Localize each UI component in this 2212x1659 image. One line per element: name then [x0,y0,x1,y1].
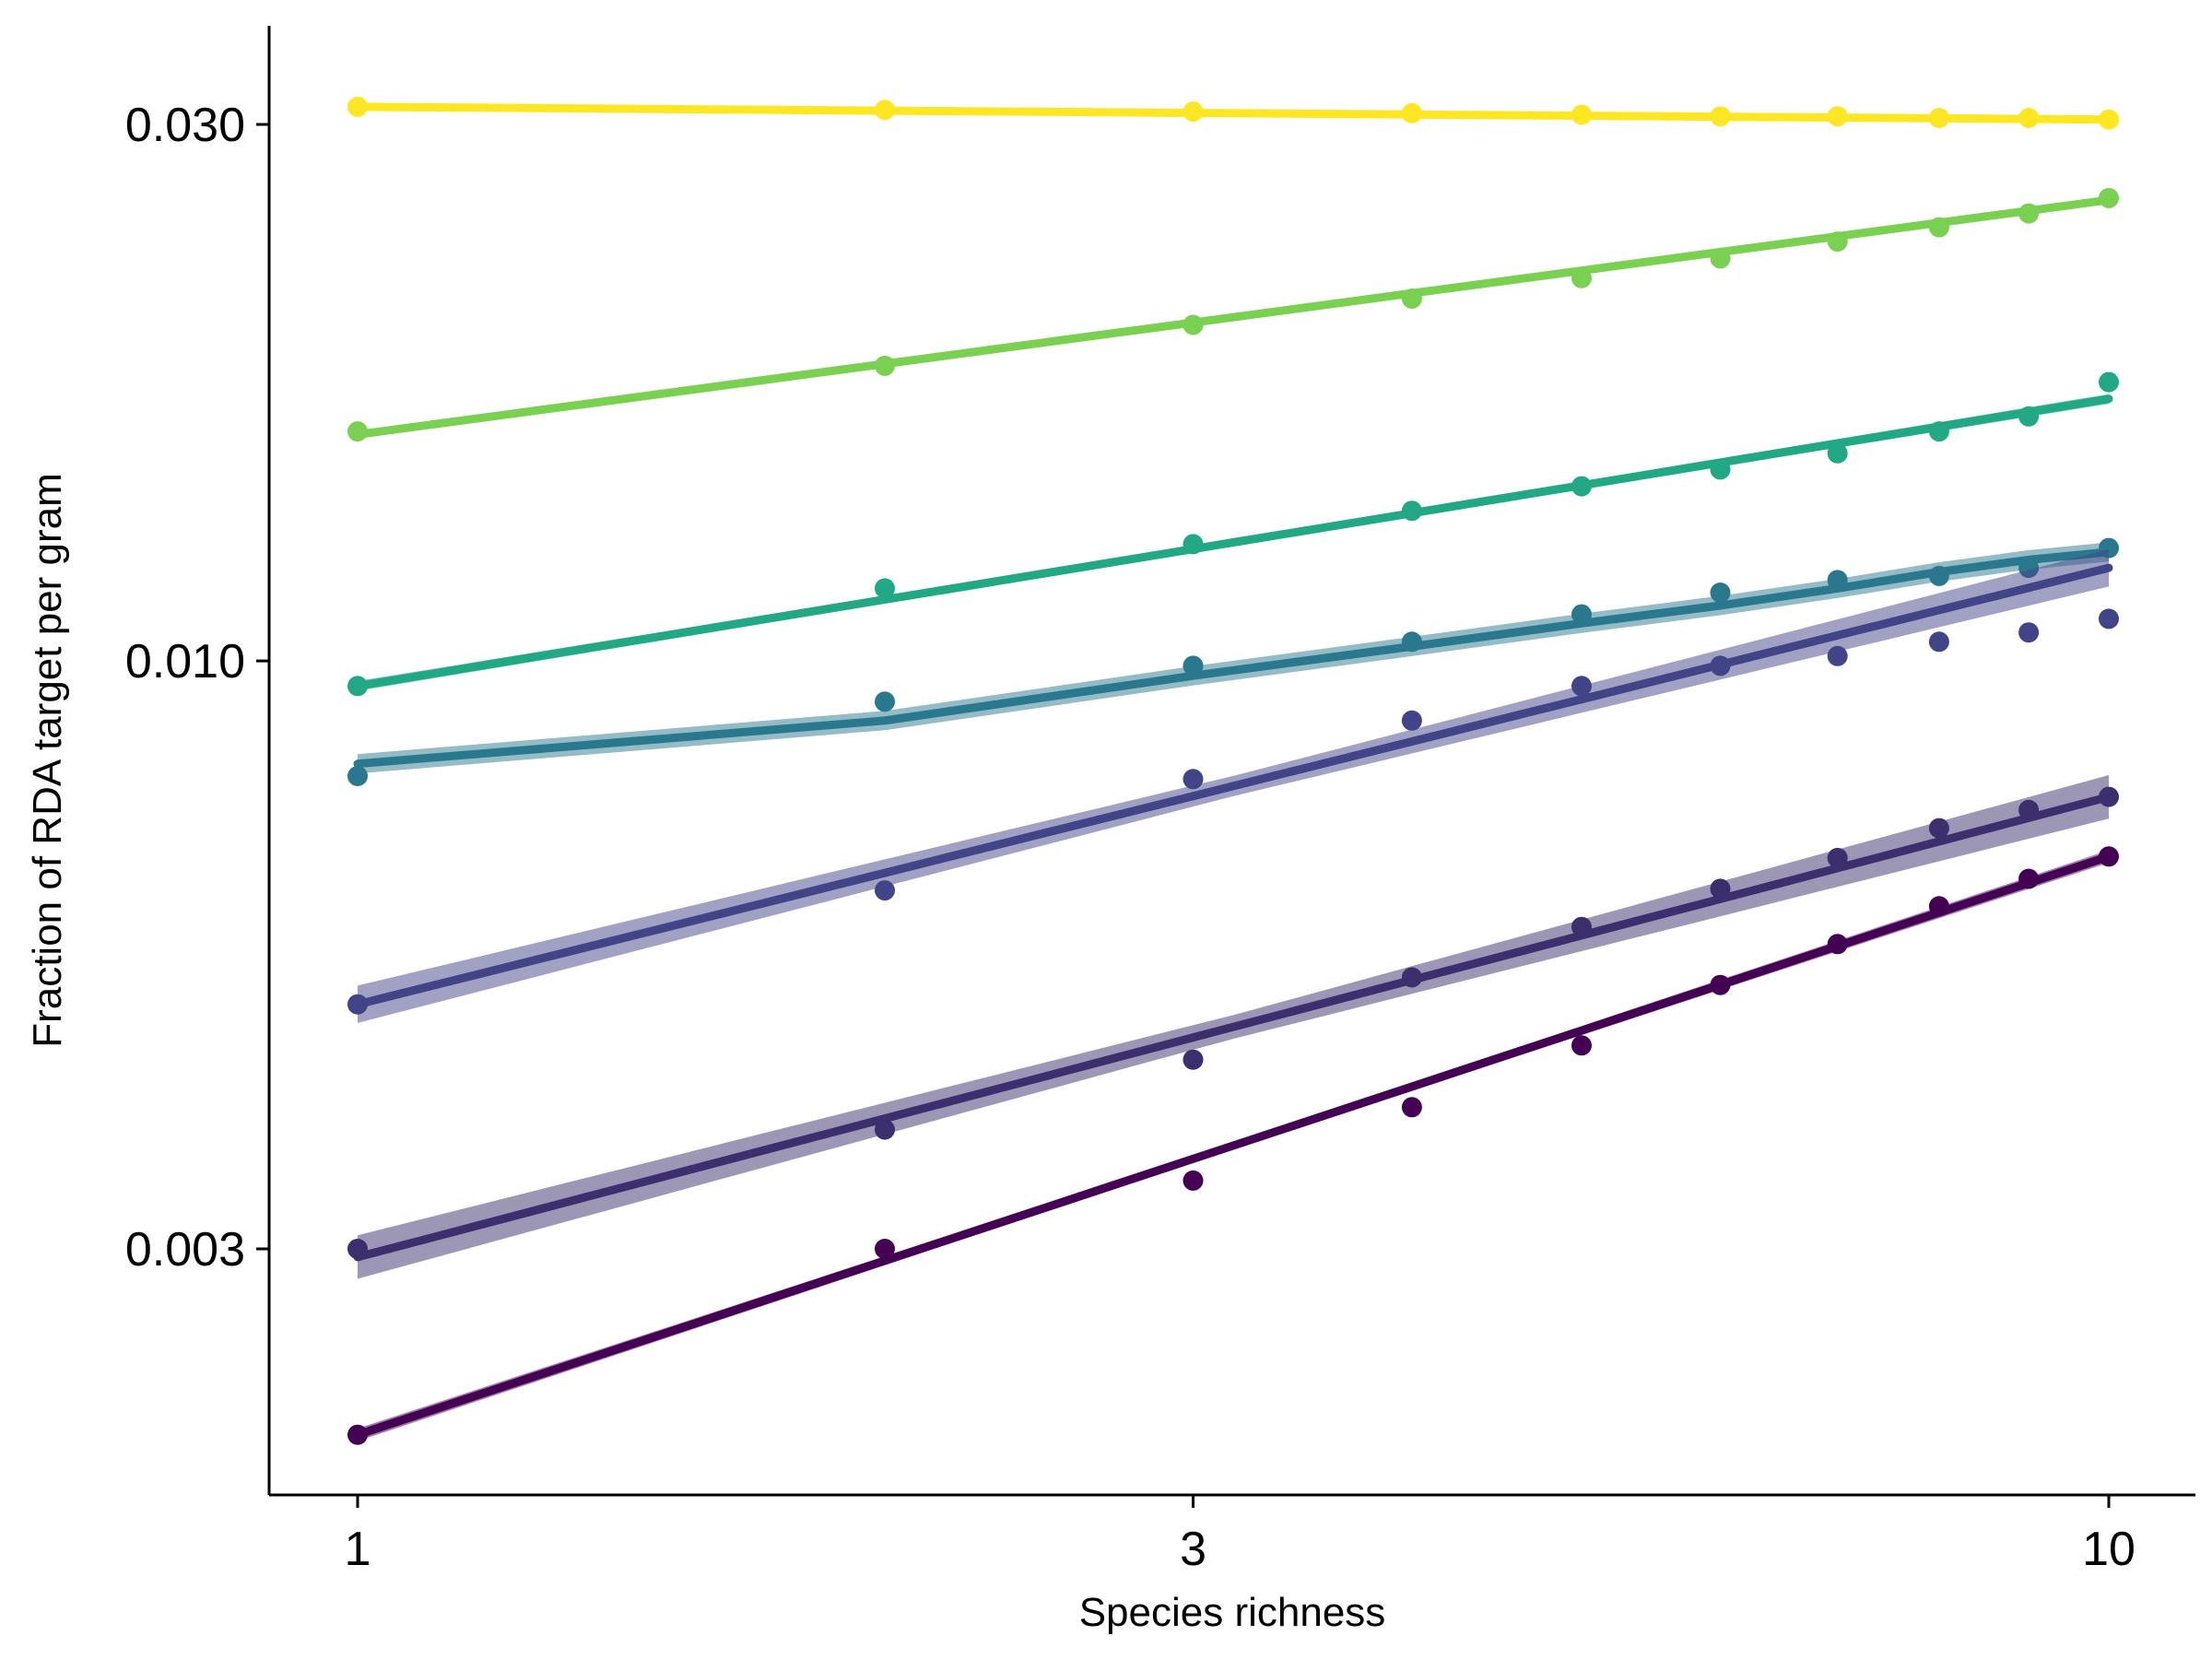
data-point [1182,769,1204,790]
x-axis-label: Species richness [1079,1590,1386,1635]
data-point [1928,217,1949,238]
data-point [1827,570,1848,591]
data-point [2018,799,2040,820]
data-point [1928,896,1949,917]
data-point [2018,108,2040,128]
data-point [1710,974,1731,995]
data-point [1401,631,1422,653]
data-point [875,880,895,901]
data-point [1827,645,1848,666]
data-point [2099,371,2119,393]
data-point [1571,104,1592,125]
fit-line-1 [353,102,2113,124]
y-tick-label: 0.030 [125,99,245,152]
data-point [1710,248,1731,269]
data-point [1401,710,1422,731]
plot-area [347,96,2119,1445]
data-point [875,578,895,599]
data-point [1571,604,1592,625]
x-tick-label: 3 [1180,1523,1206,1576]
data-point [1571,267,1592,288]
x-tick-label: 10 [2082,1523,2136,1576]
fit-line-7 [353,852,2113,1440]
data-point [1928,631,1949,653]
data-point [1182,534,1204,555]
axes [267,26,2195,1497]
data-point [2099,187,2119,208]
data-point [1571,1035,1592,1056]
data-point [875,691,895,712]
data-point [875,355,895,376]
data-point [347,676,368,697]
x-tick-label: 1 [345,1523,371,1576]
data-point [2018,622,2040,643]
data-point [1710,106,1731,127]
data-point [347,766,368,786]
fit-line-2 [353,195,2113,439]
series-3 [347,371,2119,697]
data-point [1182,314,1204,335]
data-point [1182,1170,1204,1191]
data-point [1928,108,1949,128]
data-point [1182,655,1204,677]
data-point [347,1424,368,1445]
data-point [1401,288,1422,309]
data-point [1928,565,1949,586]
data-point [1710,878,1731,900]
data-point [1182,101,1204,123]
data-point [1401,967,1422,988]
series-5 [347,548,2119,1023]
fit-line-6 [353,793,2113,1262]
data-point [347,96,368,117]
fit-line-5 [353,563,2113,1009]
fit-line-3 [353,394,2113,690]
data-point [1571,476,1592,497]
data-point [1401,102,1422,124]
data-point [1401,1097,1422,1118]
data-point [1571,676,1592,697]
y-axis-label: Fraction of RDA target per gram [25,473,70,1048]
data-point [347,421,368,442]
y-tick-label: 0.003 [125,1223,245,1277]
data-point [875,1239,895,1259]
data-point [1827,231,1848,253]
data-point [2099,109,2119,130]
data-point [1928,421,1949,442]
data-point [1827,442,1848,464]
series-6 [347,775,2119,1279]
series-1 [347,96,2119,130]
data-point [2099,786,2119,807]
data-point [1710,459,1731,480]
data-point [1710,582,1731,603]
data-point [875,100,895,121]
data-point [2018,406,2040,427]
data-point [2099,846,2119,867]
data-point [347,1239,368,1259]
data-point [2099,608,2119,629]
y-tick-label: 0.010 [125,635,245,688]
data-point [2018,203,2040,224]
data-point [1571,916,1592,937]
ticks: 1 3 10 0.003 0.010 0.030 [125,99,2136,1576]
series-4 [347,537,2119,786]
series-2 [347,187,2119,442]
data-point [1827,106,1848,127]
data-point [2018,868,2040,889]
data-point [1710,655,1731,677]
data-point [1827,847,1848,868]
data-point [1182,1049,1204,1070]
series-7 [347,846,2119,1445]
fit-line-4 [353,547,2113,769]
data-point [347,994,368,1015]
data-point [1827,934,1848,955]
data-point [1401,500,1422,522]
data-point [1928,818,1949,839]
data-point [875,1119,895,1140]
